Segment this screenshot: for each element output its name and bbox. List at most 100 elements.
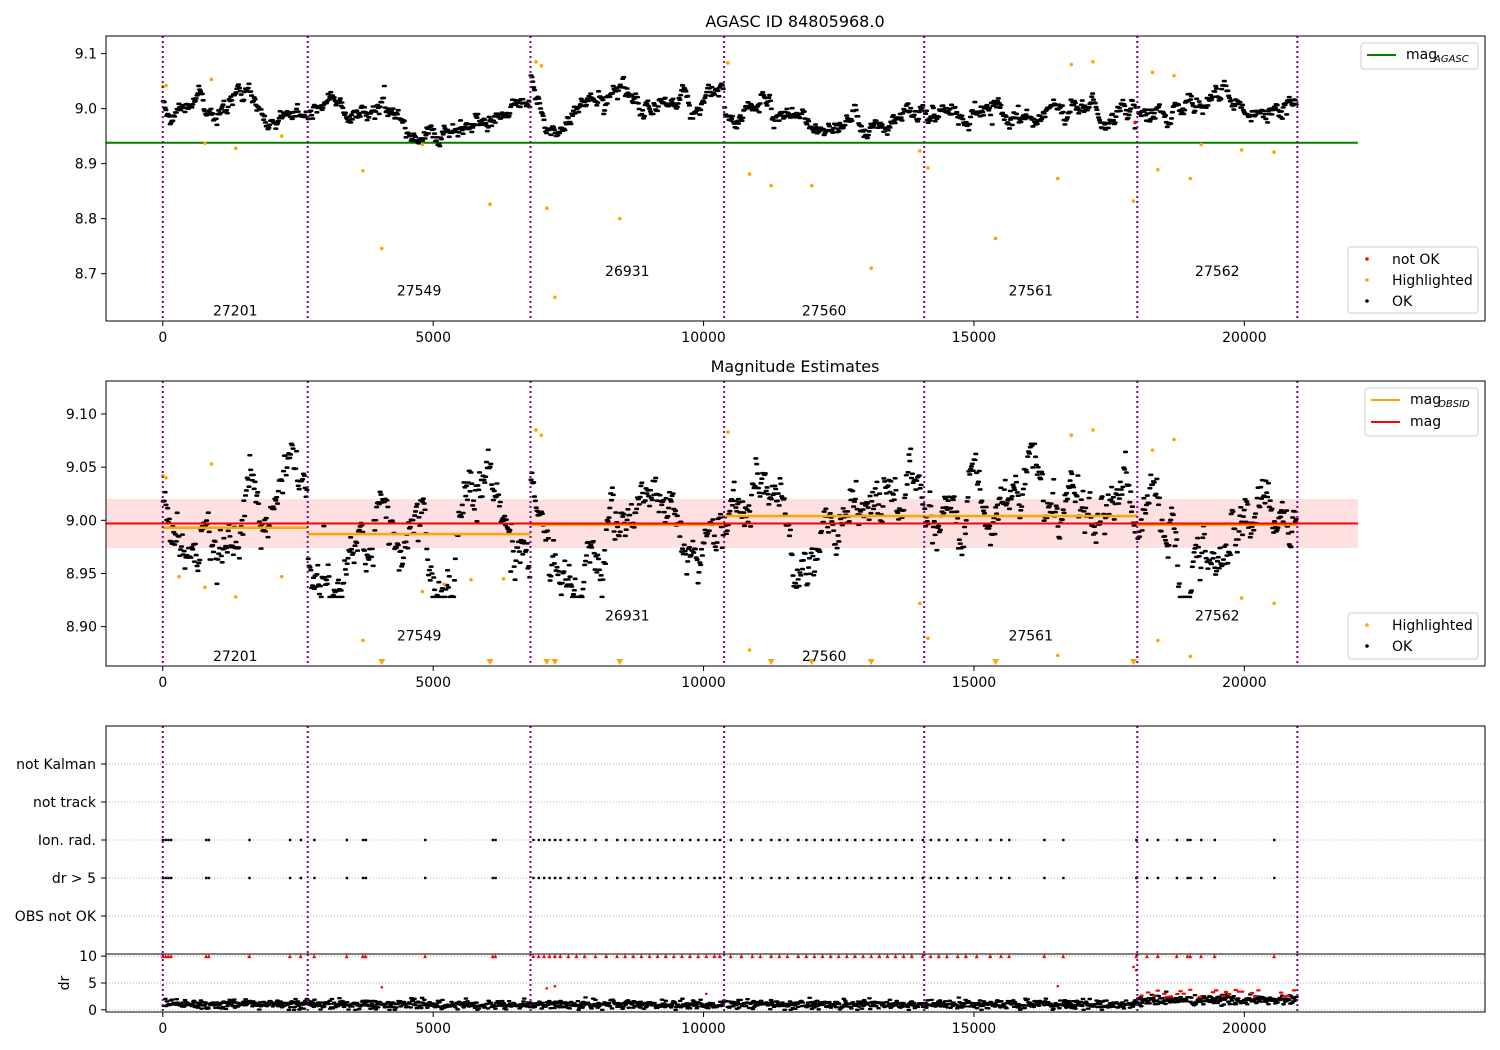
- dr-capped-marker: [963, 954, 968, 959]
- dr-capped-marker: [574, 954, 579, 959]
- flag-row-label: not track: [33, 795, 97, 811]
- dr-gt-5-mark: [624, 876, 627, 880]
- highlighted-point: [361, 638, 365, 643]
- dr-capped-marker: [542, 954, 547, 959]
- highlighted-point: [488, 202, 492, 207]
- dr-capped-marker: [777, 954, 782, 959]
- highlighted-point: [279, 574, 284, 579]
- dr-capped-marker: [944, 954, 949, 959]
- ion-rad-mark: [299, 838, 303, 842]
- ion-rad-mark: [870, 838, 873, 842]
- magnitude-ytick-label: 9.00: [66, 513, 97, 529]
- highlighted-point: [993, 236, 998, 241]
- dr-gt-5-mark: [713, 876, 716, 880]
- ion-rad-mark: [705, 838, 708, 842]
- dr-capped-marker: [901, 954, 906, 959]
- dr-gt-5-mark: [999, 876, 1003, 880]
- ion-rad-mark: [821, 838, 824, 842]
- agasc-panel-title: AGASC ID 84805968.0: [705, 12, 884, 31]
- flag-row-label: dr > 5: [52, 871, 96, 887]
- dr-capped-marker: [344, 954, 349, 959]
- ion-rad-mark: [288, 838, 292, 842]
- offscale-marker: [616, 659, 624, 665]
- dr-gt-5-mark: [902, 876, 906, 880]
- highlighted-point: [534, 60, 538, 64]
- ion-rad-mark: [559, 838, 562, 842]
- dr-gt-5-mark: [778, 876, 781, 880]
- ion-rad-mark: [689, 838, 692, 842]
- magnitude-legend-bottom: Highlighted OK: [1347, 612, 1479, 660]
- highlighted-point: [1069, 62, 1074, 67]
- ion-rad-mark: [729, 838, 733, 842]
- dr-capped-marker: [1042, 954, 1047, 959]
- dr-gt-5-mark: [697, 876, 700, 880]
- dr-gt-5-mark: [672, 876, 676, 880]
- ion-rad-mark: [537, 838, 541, 842]
- highlighted-point: [233, 595, 238, 599]
- dr-gt-5-mark: [169, 876, 173, 880]
- dr-gt-5-mark: [729, 876, 733, 880]
- magnitude-xtick-label: 5000: [415, 675, 451, 691]
- dr-gt-5-mark: [870, 876, 873, 880]
- dr-capped-marker: [493, 954, 498, 959]
- magnitude-ytick-label: 8.95: [66, 566, 97, 582]
- dr-gt-5-mark: [664, 876, 668, 880]
- dr-capped-marker: [988, 954, 993, 959]
- dr-gt-5-mark: [164, 876, 167, 880]
- ion-rad-mark: [770, 838, 773, 842]
- ion-rad-mark: [989, 838, 992, 842]
- ion-rad-mark: [672, 838, 676, 842]
- agasc-obsid-label: 27562: [1195, 264, 1240, 280]
- highlighted-point: [534, 428, 538, 432]
- dr-gt-5-mark: [1156, 876, 1160, 880]
- ion-rad-mark: [640, 838, 643, 842]
- ion-rad-mark: [740, 838, 743, 842]
- dr-capped-marker: [287, 954, 292, 959]
- dr-gt-5-mark: [1043, 876, 1046, 880]
- ion-rad-mark: [1200, 838, 1203, 842]
- legend-label: OK: [1392, 639, 1413, 655]
- dr-gt-5-mark: [1213, 876, 1217, 880]
- highlighted-point: [233, 146, 238, 151]
- dr-gt-5-mark: [929, 876, 933, 880]
- dr-capped-marker: [1134, 954, 1139, 959]
- dr-gt-5-mark: [167, 876, 170, 880]
- legend-swatch: [1365, 257, 1369, 261]
- ion-rad-mark: [167, 838, 170, 842]
- dr-capped-marker: [1272, 954, 1277, 959]
- legend-swatch: [1365, 278, 1369, 282]
- highlighted-point: [1150, 448, 1155, 452]
- agasc-panel: AGASC ID 84805968.0 27201 27549 26931 27560…: [75, 12, 1486, 346]
- highlighted-point: [747, 648, 752, 652]
- highlighted-point: [1199, 142, 1203, 147]
- dr-capped-marker: [647, 954, 652, 959]
- dr-gt-5-mark: [288, 876, 292, 880]
- offscale-marker: [543, 659, 551, 665]
- flags-panel: not Kalman not track Ion. rad. dr > 5 OBS no…: [15, 725, 1486, 955]
- dr-capped-marker: [163, 954, 168, 959]
- ion-rad-mark: [1008, 838, 1011, 842]
- offscale-marker: [767, 659, 775, 665]
- highlighted-point: [1150, 70, 1155, 75]
- dr-gt-5-mark: [1186, 876, 1189, 880]
- dr-capped-marker: [552, 954, 557, 959]
- dr-gt-5-mark: [770, 876, 773, 880]
- offscale-marker: [808, 659, 816, 665]
- highlighted-point: [380, 246, 384, 251]
- magnitude-ytick-label: 8.90: [66, 620, 97, 636]
- ion-rad-mark: [813, 838, 816, 842]
- dr-gt-5-mark: [989, 876, 992, 880]
- dr-capped-marker: [785, 954, 790, 959]
- magnitude-obsid-label: 26931: [605, 608, 650, 624]
- agasc-obsid-label: 27549: [397, 284, 442, 300]
- dr-capped-marker: [1212, 954, 1217, 959]
- highlighted-point: [1091, 60, 1095, 64]
- highlighted-point: [361, 168, 365, 173]
- ion-rad-mark: [424, 838, 427, 842]
- dr-gt-5-mark: [805, 876, 808, 880]
- ion-rad-mark: [548, 838, 551, 842]
- agasc-obsid-label: 26931: [605, 264, 650, 280]
- ion-rad-mark: [207, 838, 211, 842]
- dr-gt-5-mark: [424, 876, 427, 880]
- dr-gt-5-mark: [656, 876, 659, 880]
